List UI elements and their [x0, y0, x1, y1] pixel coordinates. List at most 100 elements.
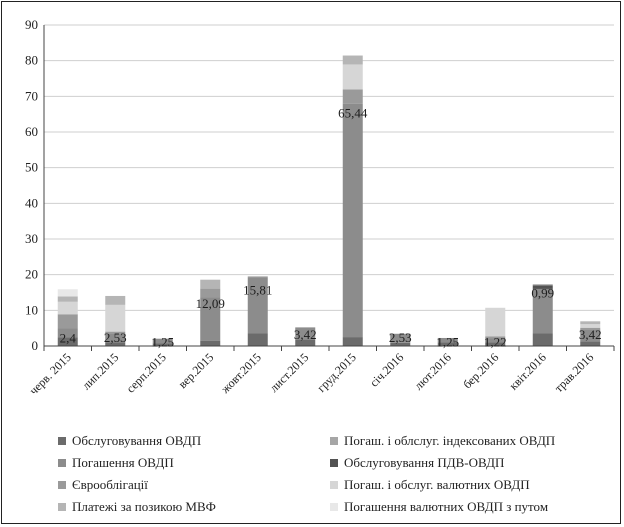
- bar-segment: [200, 288, 221, 298]
- data-label: 12,09: [196, 296, 225, 311]
- bar-segment: [200, 279, 221, 289]
- bar-segment: [105, 304, 126, 332]
- data-labels: 2,4 2,53 1,25 12,09 15,81 3,42 65,44 2,53 1,25 1,…: [60, 106, 602, 350]
- bar-layer: [57, 55, 601, 346]
- legend-swatch: [58, 437, 66, 445]
- legend-item: Обслуговування ОВДП: [58, 433, 201, 448]
- data-label: 3,42: [579, 327, 602, 342]
- x-tick-label: квіт.2016: [506, 350, 549, 393]
- bar-segment: [580, 341, 601, 346]
- y-tick-label: 10: [25, 302, 38, 317]
- y-tick-label: 20: [25, 267, 38, 282]
- legend-item: Платежі за позикою МВФ: [58, 499, 216, 514]
- bar-segment: [247, 276, 268, 278]
- x-tick-label: черв. 2015: [26, 350, 73, 397]
- x-tick-label: трав.2016: [552, 350, 597, 395]
- bar-segment: [342, 55, 363, 65]
- data-label: 1,25: [436, 335, 459, 350]
- bar-segment: [342, 64, 363, 90]
- bar-segment: [105, 331, 126, 334]
- legend-item: Погашення ОВДП: [58, 455, 174, 470]
- legend-label: Погаш. і облслуг. індексованих ОВДП: [344, 433, 555, 448]
- bar-segment: [57, 328, 78, 338]
- y-tick-label: 50: [25, 160, 38, 175]
- bar-segment: [152, 338, 173, 344]
- legend-label: Обслуговування ОВДП: [72, 433, 201, 448]
- bar-segment: [295, 339, 316, 346]
- bar-segment: [247, 333, 268, 346]
- bar-segment: [57, 296, 78, 302]
- bar-segment: [152, 343, 173, 346]
- bar-segment: [580, 329, 601, 342]
- data-label: 2,4: [60, 330, 77, 345]
- bar-segment: [390, 342, 411, 346]
- data-label: 65,44: [338, 106, 368, 121]
- bar-segment: [437, 337, 458, 343]
- data-label: 15,81: [243, 283, 272, 298]
- legend-label: Єврооблігації: [72, 477, 148, 492]
- legend-swatch: [330, 437, 338, 445]
- bar-segment: [437, 342, 458, 346]
- legend-swatch: [58, 459, 66, 467]
- bar-segment: [342, 89, 363, 104]
- bar-segment: [57, 314, 78, 329]
- x-tick-label: серп.2015: [123, 350, 168, 395]
- legend-item: Обслуговування ПДВ-ОВДП: [330, 455, 504, 470]
- bar-segment: [57, 301, 78, 315]
- legend-label: Погаш. і обслуг. валютних ОВДП: [344, 477, 530, 492]
- x-tick-label: січ.2016: [367, 350, 406, 389]
- bar-segment: [485, 342, 506, 346]
- legend-swatch: [58, 481, 66, 489]
- legend-label: Платежі за позикою МВФ: [72, 499, 216, 514]
- bar-segment: [532, 288, 553, 334]
- bar-segment: [105, 295, 126, 305]
- x-tick-label: вер.2015: [175, 350, 216, 391]
- bar-segment: [200, 340, 221, 346]
- bar-segment: [485, 338, 506, 343]
- x-tick-label: лют.2016: [411, 350, 454, 393]
- bar-segment: [342, 103, 363, 338]
- bar-segment: [580, 321, 601, 325]
- data-label: 2,53: [389, 330, 412, 345]
- legend-label: Обслуговування ПДВ-ОВДП: [344, 455, 504, 470]
- legend-swatch: [58, 503, 66, 511]
- x-tick-label: груд.2015: [314, 350, 359, 395]
- bar-segment: [105, 333, 126, 343]
- data-label: 1,22: [484, 335, 507, 350]
- legend-swatch: [330, 481, 338, 489]
- y-tick-label: 90: [25, 17, 38, 32]
- legend-label: Погашення ОВДП: [72, 455, 174, 470]
- bar-segment: [247, 277, 268, 334]
- legend-swatch: [330, 503, 338, 511]
- bar-segment: [485, 336, 506, 339]
- axis-layer: [43, 25, 615, 351]
- bar-segment: [580, 327, 601, 330]
- x-tick-label: бер.2016: [460, 350, 501, 391]
- y-tick-label: 30: [25, 231, 38, 246]
- bar-segment: [580, 324, 601, 328]
- bar-segment: [485, 307, 506, 337]
- legend-item: Погаш. і облслуг. індексованих ОВДП: [330, 433, 555, 448]
- legend-swatch: [330, 459, 338, 467]
- y-tick-label: 60: [25, 124, 38, 139]
- bar-segment: [532, 285, 553, 289]
- data-label: 2,53: [104, 330, 127, 345]
- legend-label: Погашення валютних ОВДП з путом: [344, 499, 548, 514]
- bar-segment: [532, 333, 553, 346]
- bar-segment: [342, 337, 363, 346]
- legend-item: Погаш. і обслуг. валютних ОВДП: [330, 477, 530, 492]
- legend-item: Єврооблігації: [58, 477, 148, 492]
- bar-segment: [57, 289, 78, 297]
- y-axis-ticks: 0 10 20 30 40 50 60 70 80 90: [25, 17, 38, 353]
- x-tick-label: лист.2015: [267, 350, 312, 395]
- bar-segment: [200, 297, 221, 341]
- data-label: 0,99: [531, 286, 554, 301]
- x-tick-label: жовт.2015: [217, 350, 263, 396]
- y-tick-label: 80: [25, 53, 38, 68]
- x-tick-label: лип.2015: [79, 350, 121, 392]
- legend-item: Погашення валютних ОВДП з путом: [330, 499, 548, 514]
- data-label: 1,25: [151, 335, 174, 350]
- bar-segment: [390, 333, 411, 343]
